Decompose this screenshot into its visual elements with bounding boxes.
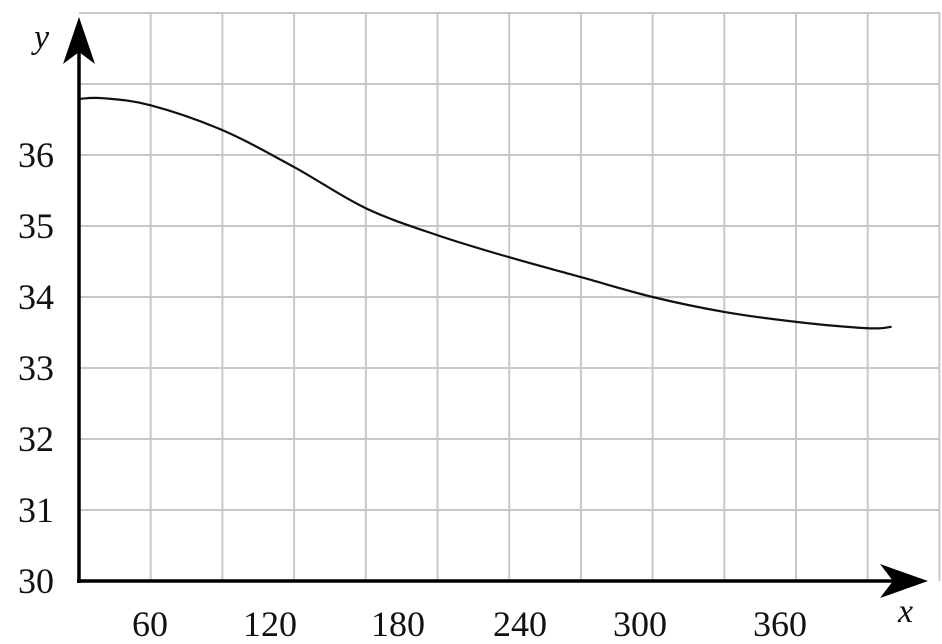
y-tick-label: 34 (18, 277, 54, 317)
x-tick-label: 300 (613, 604, 667, 644)
x-tick-label: 120 (243, 604, 297, 644)
y-tick-label: 33 (18, 348, 54, 388)
y-tick-label: 30 (18, 561, 54, 601)
x-tick-label: 240 (493, 604, 547, 644)
y-tick-label: 35 (18, 206, 54, 246)
y-axis-arrow-icon (63, 17, 95, 64)
x-axis-arrow-icon (880, 564, 928, 598)
x-tick-label: 360 (753, 604, 807, 644)
grid (79, 12, 941, 581)
y-tick-label: 31 (18, 490, 54, 530)
y-axis-label: y (31, 19, 50, 56)
data-line (78, 96, 892, 330)
y-tick-label: 36 (18, 135, 54, 175)
x-axis-label: x (897, 593, 913, 630)
y-tick-label: 32 (18, 419, 54, 459)
x-tick-label: 60 (132, 604, 168, 644)
x-tick-label: 180 (371, 604, 425, 644)
